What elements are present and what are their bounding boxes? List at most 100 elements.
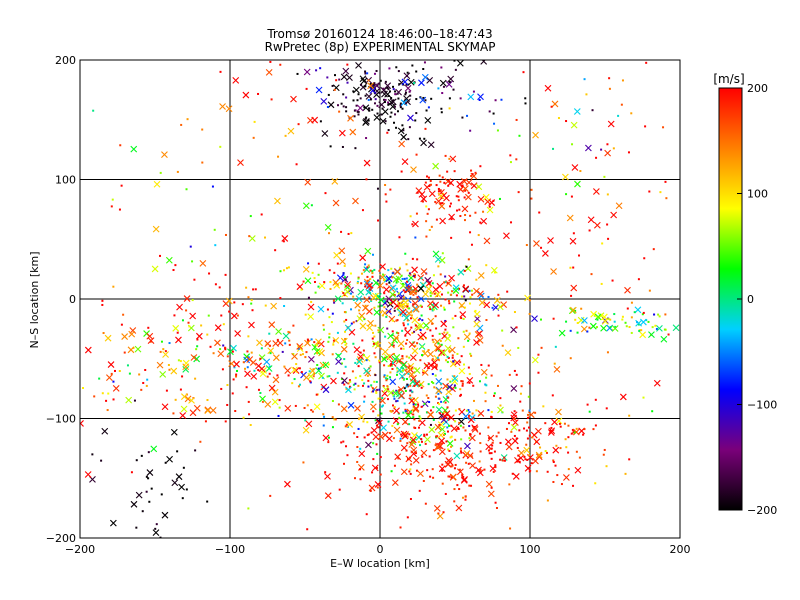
data-point-dot	[346, 63, 349, 66]
data-point-cross	[512, 473, 520, 480]
data-point-cross	[219, 103, 226, 110]
data-point-dot	[613, 320, 616, 323]
data-point-dot	[452, 360, 455, 363]
data-point-dot	[398, 360, 401, 363]
data-point-dot	[468, 289, 471, 292]
data-point-dot	[465, 461, 468, 464]
data-point-dot	[413, 330, 416, 333]
data-point-dot	[448, 475, 451, 478]
data-point-cross	[313, 348, 321, 355]
data-point-cross	[427, 411, 435, 419]
data-point-dot	[390, 410, 393, 413]
data-point-dot	[402, 322, 405, 325]
data-point-dot	[569, 357, 572, 360]
data-point-dot	[278, 399, 281, 402]
data-point-dot	[509, 161, 512, 164]
data-point-dot	[470, 289, 473, 292]
data-point-dot	[446, 378, 449, 381]
data-point-cross	[433, 338, 441, 346]
data-point-dot	[448, 449, 451, 452]
data-point-dot	[628, 326, 631, 329]
data-point-dot	[176, 450, 179, 453]
data-point-dot	[373, 335, 376, 338]
data-point-dot	[288, 343, 291, 346]
data-point-dot	[364, 304, 367, 307]
data-point-dot	[185, 488, 188, 491]
data-point-cross	[405, 286, 413, 293]
data-point-dot	[176, 331, 179, 334]
data-point-dot	[257, 388, 260, 391]
data-point-dot	[356, 435, 359, 438]
data-point-dot	[446, 395, 449, 398]
data-point-dot	[260, 213, 263, 216]
data-point-dot	[576, 321, 579, 324]
data-point-dot	[447, 184, 450, 187]
data-point-cross	[182, 366, 190, 373]
data-point-dot	[380, 113, 383, 116]
data-point-dot	[145, 384, 148, 387]
data-point-dot	[331, 416, 334, 419]
data-point-dot	[477, 234, 480, 237]
data-point-dot	[331, 426, 334, 429]
data-point-dot	[299, 353, 302, 356]
data-point-cross	[214, 339, 221, 347]
data-point-dot	[408, 423, 411, 426]
data-point-dot	[431, 309, 434, 312]
data-point-dot	[374, 374, 377, 377]
data-point-dot	[586, 403, 589, 406]
data-point-dot	[441, 92, 444, 95]
data-point-dot	[396, 423, 399, 426]
data-point-dot	[465, 265, 468, 268]
data-point-cross	[352, 197, 359, 205]
data-point-dot	[372, 342, 375, 345]
data-point-cross	[355, 295, 363, 303]
data-point-dot	[436, 435, 439, 438]
data-point-dot	[435, 364, 438, 367]
data-point-dot	[341, 145, 344, 148]
data-point-cross	[477, 93, 484, 101]
x-axis-label: E–W location [km]	[330, 557, 430, 570]
data-point-dot	[298, 367, 301, 370]
data-point-dot	[317, 367, 320, 370]
data-point-dot	[408, 356, 411, 359]
data-point-cross	[322, 434, 330, 442]
data-point-dot	[105, 399, 108, 402]
data-point-cross	[104, 334, 112, 342]
data-point-dot	[364, 94, 367, 97]
data-point-cross	[405, 455, 413, 463]
data-point-dot	[224, 420, 227, 423]
data-point-cross	[161, 151, 168, 158]
data-point-dot	[357, 277, 360, 280]
colorbar-tick-label: 100	[747, 188, 768, 201]
data-point-cross	[109, 519, 117, 527]
data-point-dot	[376, 486, 379, 489]
x-tick-label: 100	[520, 543, 541, 556]
data-point-cross	[359, 75, 367, 83]
data-point-dot	[357, 365, 360, 368]
data-point-dot	[471, 293, 474, 296]
data-point-dot	[427, 176, 430, 179]
data-point-cross	[320, 98, 328, 105]
data-point-dot	[418, 489, 421, 492]
data-point-cross	[121, 333, 129, 340]
data-point-dot	[378, 361, 381, 364]
data-point-dot	[423, 61, 426, 64]
data-point-dot	[546, 470, 549, 473]
data-point-dot	[331, 399, 334, 402]
data-point-cross	[392, 417, 400, 425]
data-point-dot	[410, 317, 413, 320]
data-point-dot	[281, 350, 284, 353]
data-point-dot	[195, 348, 198, 351]
data-point-dot	[572, 266, 575, 269]
data-point-dot	[316, 351, 319, 354]
data-point-dot	[467, 258, 470, 261]
data-point-dot	[333, 271, 336, 274]
data-point-cross	[439, 79, 447, 87]
data-point-dot	[408, 470, 411, 473]
data-point-cross	[532, 457, 539, 465]
data-point-dot	[407, 323, 410, 326]
data-point-cross	[362, 104, 370, 112]
data-point-dot	[422, 68, 425, 71]
data-point-cross	[464, 193, 472, 201]
data-point-dot	[150, 487, 153, 490]
